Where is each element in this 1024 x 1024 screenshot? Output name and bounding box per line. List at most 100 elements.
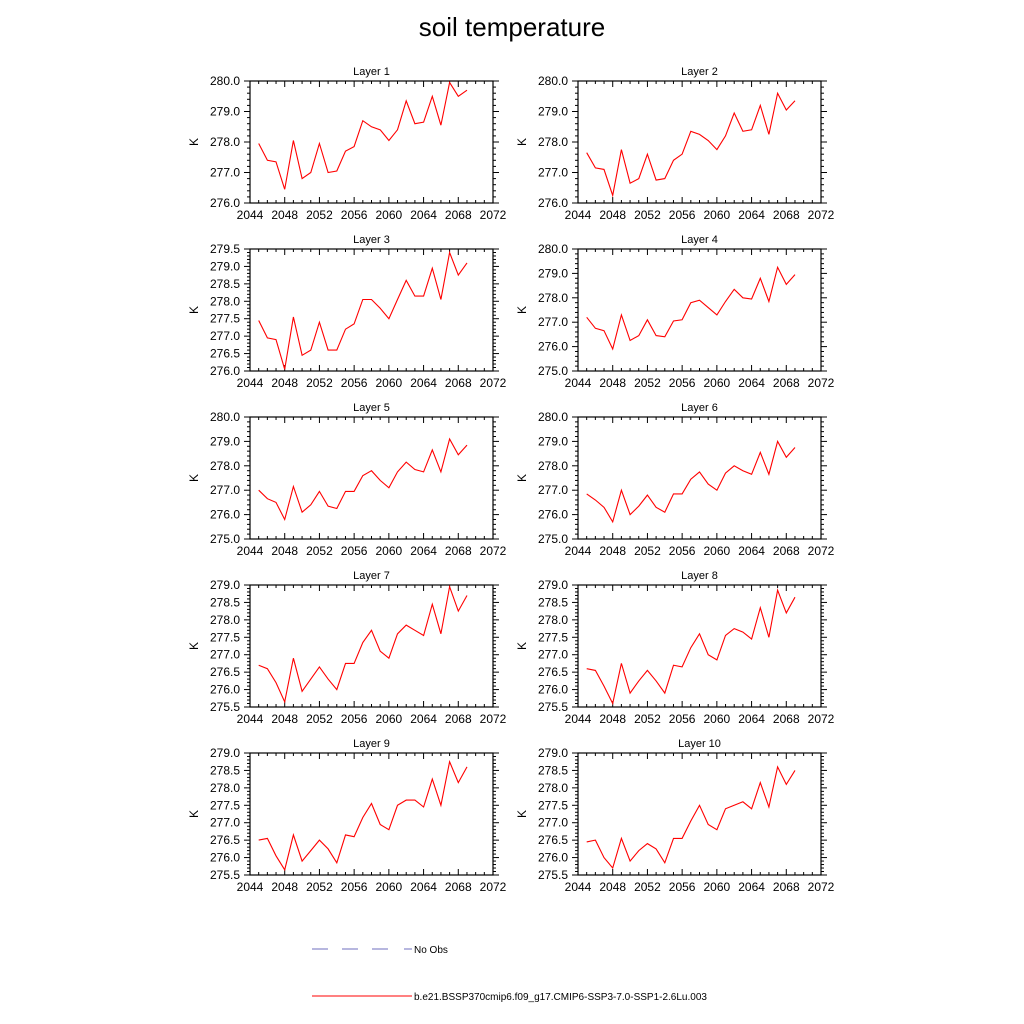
y-tick-label: 278.0 bbox=[210, 459, 240, 473]
panel-7: Layer 7 K 2044 2048 2052 2056 2060 2064 2068 2072… bbox=[187, 570, 507, 726]
y-axis-label: K bbox=[515, 138, 529, 146]
x-tick-label: 2072 bbox=[480, 208, 507, 222]
y-tick-label: 276.0 bbox=[210, 364, 240, 378]
panel-2: Layer 2 K 2044 2048 2052 2056 2060 2064 2068 2072… bbox=[515, 66, 835, 222]
figure-title: soil temperature bbox=[418, 12, 606, 42]
y-tick-label: 278.0 bbox=[210, 613, 240, 627]
x-tick-label: 2052 bbox=[306, 208, 333, 222]
x-tick-label: 2064 bbox=[738, 544, 765, 558]
x-tick-label: 2048 bbox=[599, 880, 626, 894]
x-tick-label: 2064 bbox=[738, 376, 765, 390]
x-tick-label: 2060 bbox=[376, 880, 403, 894]
y-axis-label: K bbox=[187, 810, 201, 818]
y-tick-label: 279.0 bbox=[210, 434, 240, 448]
x-tick-label: 2044 bbox=[565, 880, 592, 894]
y-tick-label: 279.0 bbox=[210, 578, 240, 592]
y-tick-label: 279.0 bbox=[210, 259, 240, 273]
y-tick-label: 280.0 bbox=[210, 410, 240, 424]
series-line bbox=[258, 81, 468, 190]
y-tick-label: 278.0 bbox=[210, 135, 240, 149]
x-tick-label: 2048 bbox=[271, 880, 298, 894]
panel-4: Layer 4 K 2044 2048 2052 2056 2060 2064 2068 2072… bbox=[515, 234, 835, 390]
y-tick-label: 280.0 bbox=[210, 74, 240, 88]
y-tick-label: 278.0 bbox=[538, 135, 568, 149]
x-tick-label: 2048 bbox=[271, 208, 298, 222]
x-tick-label: 2072 bbox=[808, 376, 835, 390]
x-tick-label: 2060 bbox=[376, 712, 403, 726]
panel-title: Layer 6 bbox=[681, 402, 718, 414]
x-tick-label: 2060 bbox=[376, 376, 403, 390]
y-axis-label: K bbox=[187, 642, 201, 650]
x-tick-label: 2068 bbox=[773, 208, 800, 222]
y-tick-label: 278.5 bbox=[538, 595, 568, 609]
x-tick-label: 2056 bbox=[669, 712, 696, 726]
x-tick-label: 2048 bbox=[599, 544, 626, 558]
panel-title: Layer 7 bbox=[353, 570, 390, 582]
y-tick-label: 275.0 bbox=[538, 532, 568, 546]
x-tick-label: 2056 bbox=[669, 544, 696, 558]
y-tick-label: 277.5 bbox=[210, 630, 240, 644]
panel-1: Layer 1 K 2044 2048 2052 2056 2060 2064 2068 2072… bbox=[187, 66, 507, 222]
legend-obs-label: No Obs bbox=[414, 945, 448, 956]
y-tick-label: 276.5 bbox=[210, 833, 240, 847]
y-tick-label: 277.0 bbox=[538, 648, 568, 662]
y-tick-label: 279.0 bbox=[210, 105, 240, 119]
y-tick-label: 278.0 bbox=[210, 781, 240, 795]
x-tick-label: 2044 bbox=[565, 712, 592, 726]
x-tick-label: 2068 bbox=[445, 208, 472, 222]
x-tick-label: 2060 bbox=[704, 208, 731, 222]
y-tick-label: 276.0 bbox=[538, 683, 568, 697]
x-tick-label: 2052 bbox=[634, 376, 661, 390]
panel-title: Layer 2 bbox=[681, 66, 718, 78]
y-tick-label: 276.0 bbox=[538, 508, 568, 522]
y-tick-label: 278.5 bbox=[210, 763, 240, 777]
y-tick-label: 277.0 bbox=[210, 816, 240, 830]
x-tick-label: 2060 bbox=[704, 544, 731, 558]
x-tick-label: 2064 bbox=[738, 712, 765, 726]
y-tick-label: 279.0 bbox=[210, 746, 240, 760]
x-tick-label: 2048 bbox=[271, 376, 298, 390]
x-tick-label: 2072 bbox=[480, 376, 507, 390]
x-tick-label: 2068 bbox=[445, 376, 472, 390]
x-tick-label: 2048 bbox=[271, 544, 298, 558]
y-tick-label: 276.0 bbox=[210, 683, 240, 697]
x-tick-label: 2048 bbox=[271, 712, 298, 726]
y-tick-label: 277.0 bbox=[210, 166, 240, 180]
x-tick-label: 2060 bbox=[376, 208, 403, 222]
x-tick-label: 2072 bbox=[480, 712, 507, 726]
y-tick-label: 279.0 bbox=[538, 578, 568, 592]
plot-frame bbox=[249, 80, 494, 204]
x-tick-label: 2044 bbox=[237, 880, 264, 894]
x-tick-label: 2064 bbox=[410, 880, 437, 894]
y-tick-label: 278.5 bbox=[210, 595, 240, 609]
x-tick-label: 2060 bbox=[704, 712, 731, 726]
panel-8: Layer 8 K 2044 2048 2052 2056 2060 2064 2068 2072… bbox=[515, 570, 835, 726]
y-tick-label: 280.0 bbox=[538, 410, 568, 424]
y-tick-label: 276.0 bbox=[538, 196, 568, 210]
x-tick-label: 2052 bbox=[306, 712, 333, 726]
legend-model-label: b.e21.BSSP370cmip6.f09_g17.CMIP6-SSP3-7.… bbox=[414, 992, 707, 1003]
y-tick-label: 277.0 bbox=[210, 483, 240, 497]
y-tick-label: 279.0 bbox=[538, 746, 568, 760]
y-axis-label: K bbox=[187, 474, 201, 482]
y-tick-label: 278.5 bbox=[538, 763, 568, 777]
y-tick-label: 278.0 bbox=[538, 459, 568, 473]
y-tick-label: 276.0 bbox=[538, 340, 568, 354]
x-tick-label: 2064 bbox=[410, 712, 437, 726]
x-tick-label: 2064 bbox=[410, 544, 437, 558]
x-tick-label: 2072 bbox=[480, 880, 507, 894]
plot-frame bbox=[577, 752, 822, 876]
series-line bbox=[586, 91, 796, 198]
y-axis-label: K bbox=[515, 810, 529, 818]
y-tick-label: 277.5 bbox=[210, 312, 240, 326]
y-tick-label: 277.0 bbox=[210, 648, 240, 662]
x-tick-label: 2072 bbox=[808, 880, 835, 894]
y-tick-label: 278.0 bbox=[210, 294, 240, 308]
x-tick-label: 2044 bbox=[565, 544, 592, 558]
x-tick-label: 2052 bbox=[306, 544, 333, 558]
y-tick-label: 277.0 bbox=[210, 329, 240, 343]
panel-title: Layer 9 bbox=[353, 738, 390, 750]
x-tick-label: 2048 bbox=[599, 208, 626, 222]
x-tick-label: 2048 bbox=[599, 712, 626, 726]
